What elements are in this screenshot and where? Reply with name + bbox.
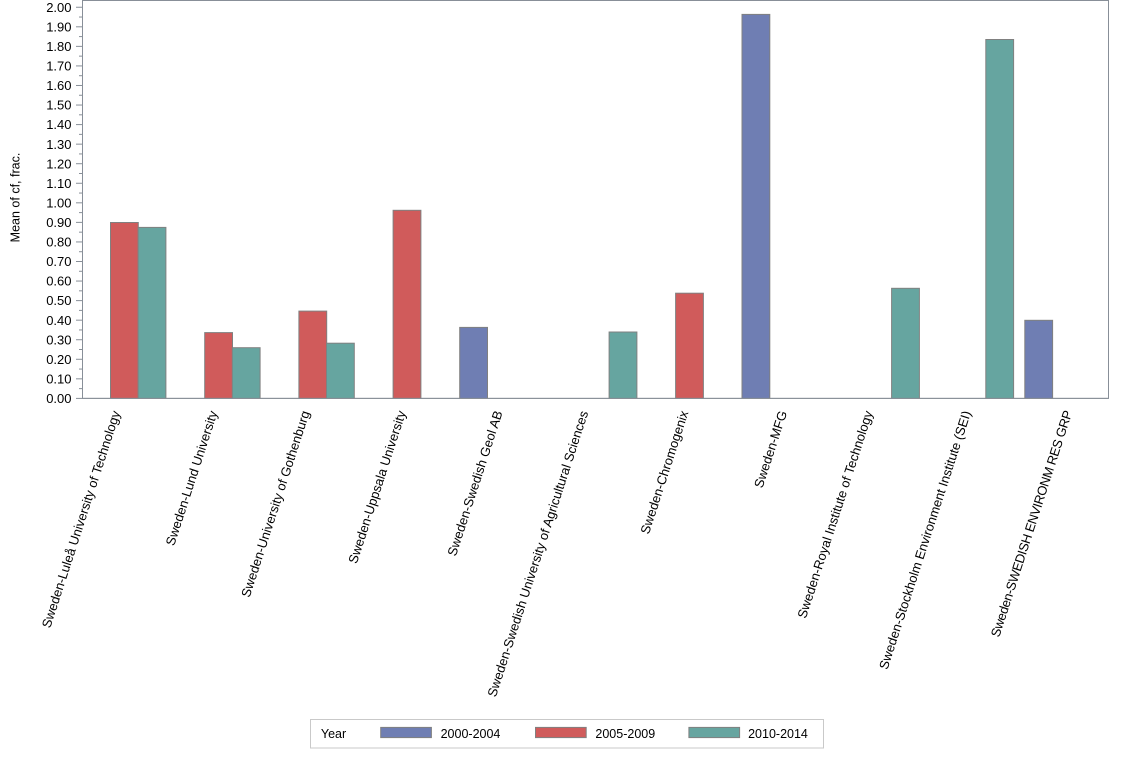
svg-text:0.20: 0.20 xyxy=(46,352,71,367)
svg-text:0.70: 0.70 xyxy=(46,254,71,269)
svg-text:1.20: 1.20 xyxy=(46,156,71,171)
svg-text:1.80: 1.80 xyxy=(46,39,71,54)
svg-text:0.90: 0.90 xyxy=(46,215,71,230)
svg-text:1.50: 1.50 xyxy=(46,98,71,113)
svg-text:0.40: 0.40 xyxy=(46,313,71,328)
svg-text:2000-2004: 2000-2004 xyxy=(441,727,501,741)
svg-text:0.10: 0.10 xyxy=(46,371,71,386)
svg-text:0.50: 0.50 xyxy=(46,293,71,308)
svg-text:Year: Year xyxy=(321,727,346,741)
svg-text:2.00: 2.00 xyxy=(46,0,71,15)
svg-text:0.60: 0.60 xyxy=(46,274,71,289)
svg-text:0.00: 0.00 xyxy=(46,391,71,406)
svg-text:1.30: 1.30 xyxy=(46,137,71,152)
svg-text:1.70: 1.70 xyxy=(46,59,71,74)
svg-text:2005-2009: 2005-2009 xyxy=(595,727,655,741)
svg-text:0.80: 0.80 xyxy=(46,235,71,250)
svg-text:2010-2014: 2010-2014 xyxy=(748,727,808,741)
svg-text:0.30: 0.30 xyxy=(46,332,71,347)
svg-text:1.00: 1.00 xyxy=(46,195,71,210)
svg-text:1.90: 1.90 xyxy=(46,19,71,34)
svg-text:1.40: 1.40 xyxy=(46,117,71,132)
svg-text:1.10: 1.10 xyxy=(46,176,71,191)
svg-text:1.60: 1.60 xyxy=(46,78,71,93)
svg-text:Mean of cf, frac.: Mean of cf, frac. xyxy=(9,153,23,243)
